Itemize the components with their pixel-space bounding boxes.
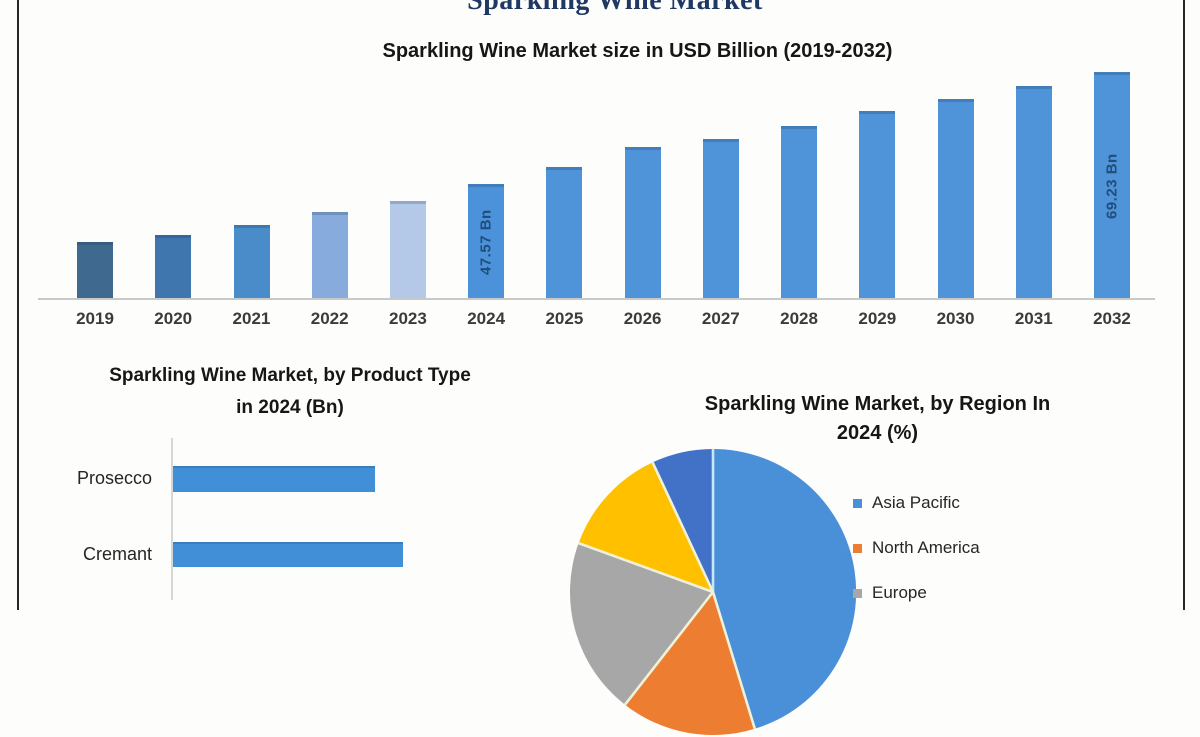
pie-slice-divider — [578, 541, 714, 594]
legend-swatch-icon — [853, 588, 862, 598]
bar-2023 — [389, 201, 426, 298]
region-chart-legend: Asia Pacific North America Europe — [853, 490, 980, 625]
bar-2027 — [702, 139, 739, 298]
region-chart-title: Sparkling Wine Market, by Region In 2024… — [645, 390, 1110, 448]
bar-2020 — [155, 235, 192, 298]
x-tick-label-2027: 2027 — [701, 309, 740, 328]
product-chart-title-line2: in 2024 (Bn) — [236, 397, 344, 418]
x-tick-label-2025: 2025 — [545, 309, 584, 328]
hbar-prosecco — [173, 466, 375, 492]
region-chart-title-line2: 2024 (%) — [836, 422, 919, 444]
product-chart-title: Sparkling Wine Market, by Product Type i… — [40, 360, 540, 424]
bar-2032: 69.23 Bn — [1094, 72, 1130, 298]
product-chart-plot: Prosecco Cremant — [76, 438, 403, 600]
product-chart-y-axis — [171, 438, 173, 600]
x-tick-label-2028: 2028 — [780, 309, 818, 328]
bar-2026 — [624, 147, 661, 298]
bar-2030 — [937, 99, 974, 298]
legend-swatch-icon — [853, 543, 862, 553]
x-tick-label-2020: 2020 — [154, 309, 193, 328]
legend-label: Europe — [872, 583, 927, 602]
hbar-label-cremant: Cremant — [82, 543, 152, 564]
bar-2028 — [781, 126, 818, 298]
legend-item-europe: Europe — [853, 580, 980, 606]
legend-swatch-icon — [853, 498, 862, 508]
bar-2022 — [311, 212, 348, 298]
legend-item-asia-pacific: Asia Pacific — [853, 490, 980, 516]
pie-slice-4 — [652, 449, 713, 592]
bar-2021 — [233, 225, 270, 298]
pie-slice-3 — [578, 462, 713, 592]
x-tick-label-2021: 2021 — [232, 309, 271, 328]
legend-item-north-america: North America — [853, 535, 980, 561]
hbar-label-prosecco: Prosecco — [76, 468, 152, 488]
pie-slice-divider — [651, 461, 715, 593]
x-tick-label-2023: 2023 — [388, 309, 427, 328]
hbar-cremant — [173, 542, 403, 567]
bar-chart-x-axis — [38, 298, 1155, 300]
page-title: Sparkling Wine Market — [467, 0, 763, 16]
bar-2031 — [1015, 86, 1052, 298]
x-tick-label-2031: 2031 — [1014, 309, 1053, 328]
legend-label: Asia Pacific — [872, 493, 960, 512]
bar-2024: 47.57 Bn — [468, 184, 505, 298]
x-tick-label-2019: 2019 — [76, 309, 114, 328]
bar-2029 — [859, 111, 896, 298]
x-tick-label-2022: 2022 — [310, 309, 349, 328]
region-chart-title-line1: Sparkling Wine Market, by Region In — [704, 393, 1051, 415]
bar-chart-plot: 2019 2020 2021 2022 2023 47.57 Bn 2024 2025 2026… — [38, 72, 1155, 328]
region-pie-chart — [569, 448, 857, 736]
x-tick-label-2029: 2029 — [858, 309, 897, 328]
x-tick-label-2032: 2032 — [1093, 309, 1131, 328]
x-tick-label-2030: 2030 — [936, 309, 975, 328]
bar-2019 — [77, 242, 113, 298]
x-tick-label-2026: 2026 — [623, 309, 662, 328]
x-tick-label-2024: 2024 — [467, 309, 506, 328]
bar-2025 — [546, 167, 583, 298]
legend-label: North America — [872, 538, 980, 557]
product-chart-title-line1: Sparkling Wine Market, by Product Type — [109, 365, 471, 386]
bar-chart-title: Sparkling Wine Market size in USD Billio… — [382, 40, 893, 62]
